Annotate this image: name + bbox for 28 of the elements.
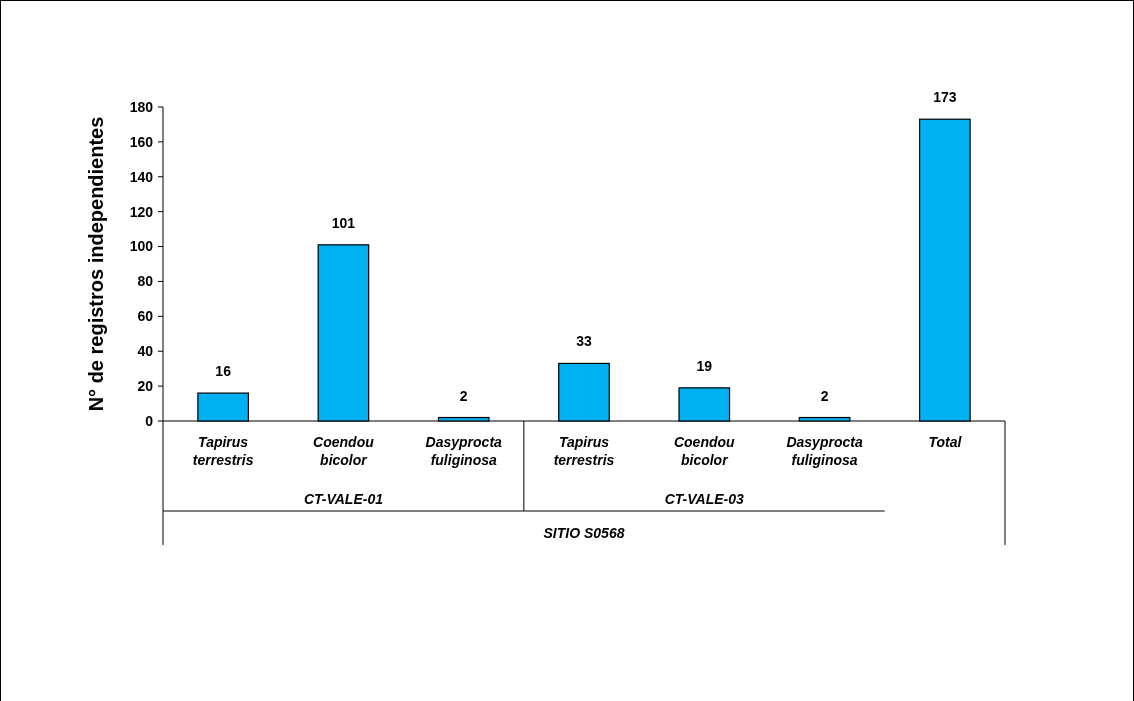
y-tick-label: 80 xyxy=(137,273,154,290)
data-label: 16 xyxy=(215,363,232,380)
data-label: 19 xyxy=(696,357,713,374)
x-tick-label: Coendou bicolor xyxy=(673,434,736,468)
text: SITIO S0568 xyxy=(543,525,625,541)
x-tick-label: Tapirus terrestris xyxy=(553,434,615,468)
data-label: 33 xyxy=(576,333,592,350)
x-tick-label: Dasyprocta fuliginosa xyxy=(425,434,503,468)
y-tick-label: 180 xyxy=(129,98,154,115)
y-tick-label: 100 xyxy=(129,238,154,255)
data-label: 2 xyxy=(820,387,829,404)
data-label: 173 xyxy=(933,89,957,106)
y-axis-title: N° de registros independientes xyxy=(85,116,107,412)
y-tick-label: 0 xyxy=(145,412,154,429)
x-tick-label: Total xyxy=(928,434,963,450)
x-tick-label: Coendou bicolor xyxy=(313,434,375,468)
data-label: 2 xyxy=(459,387,468,404)
x-tick-label: Tapirus terrestris xyxy=(192,434,254,468)
text: CT-VALE-01 xyxy=(303,491,384,507)
text: CT-VALE-03 xyxy=(664,491,745,507)
y-tick-label: 140 xyxy=(129,168,154,185)
y-tick-label: 160 xyxy=(129,133,154,150)
data-label: 101 xyxy=(331,214,356,231)
y-tick-label: 40 xyxy=(137,343,154,360)
y-tick-label: 20 xyxy=(137,378,154,395)
y-tick-label: 120 xyxy=(129,203,154,220)
x-tick-label: Dasyprocta fuliginosa xyxy=(786,434,863,468)
y-tick-label: 60 xyxy=(137,308,154,325)
